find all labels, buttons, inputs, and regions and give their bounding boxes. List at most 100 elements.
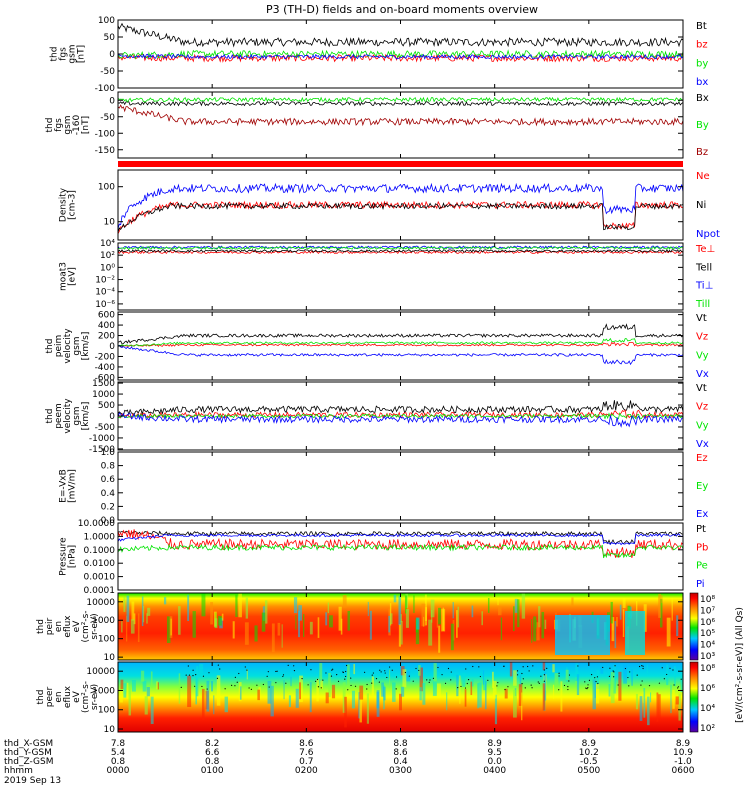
colorbar-tick-label: 10⁷ bbox=[700, 606, 715, 616]
spectrogram-dot bbox=[677, 687, 679, 689]
spectrogram-streak bbox=[293, 597, 298, 614]
spectrogram-streak bbox=[675, 696, 679, 705]
spectrogram-dot bbox=[540, 675, 542, 677]
spectrogram-streak bbox=[338, 606, 342, 631]
spectrogram-dot bbox=[202, 675, 205, 677]
spectrogram-dot bbox=[432, 677, 435, 679]
series-fgs-gsm-3 bbox=[117, 53, 684, 60]
spectrogram-dot bbox=[363, 671, 366, 673]
spectrogram-dot bbox=[602, 666, 604, 669]
spectrogram-dot bbox=[336, 673, 338, 676]
spectrogram-streak bbox=[513, 689, 517, 718]
series-fgs-gsm-160-0 bbox=[117, 100, 684, 107]
spectrogram-streak bbox=[216, 675, 221, 706]
y-tick-label: -1500 bbox=[89, 445, 115, 455]
y-axis-label: velocity bbox=[63, 398, 73, 434]
legend-entry: Ni bbox=[696, 200, 706, 211]
spectrogram-streak bbox=[658, 694, 661, 719]
spectrogram-dot bbox=[389, 666, 391, 668]
ephemeris-value: 0.0 bbox=[488, 757, 503, 767]
spectrogram-streak bbox=[575, 677, 578, 688]
spectrogram-streak bbox=[299, 682, 301, 700]
colorbar-tick-label: 10⁴ bbox=[700, 641, 715, 651]
spectrogram-streak bbox=[277, 622, 281, 636]
spectrogram-dot bbox=[354, 685, 357, 687]
spectrogram-streak bbox=[156, 681, 158, 690]
spectrogram-streak bbox=[575, 663, 578, 681]
spectrogram-streak bbox=[392, 682, 396, 702]
spectrogram-streak bbox=[639, 696, 643, 721]
spectrogram-streak bbox=[398, 595, 402, 625]
y-tick-label: 50 bbox=[104, 33, 116, 43]
spectrogram-streak bbox=[131, 680, 136, 692]
spectrogram-streak bbox=[351, 690, 356, 709]
ephemeris-value: 9.5 bbox=[488, 748, 502, 758]
spectrogram-dot bbox=[266, 675, 268, 677]
spectrogram-streak bbox=[424, 607, 428, 626]
y-tick-label: 10² bbox=[100, 251, 115, 261]
y-tick-label: 200 bbox=[98, 332, 115, 342]
spectrogram-dot bbox=[337, 680, 340, 683]
spectrogram-streak bbox=[239, 686, 242, 700]
legend-entry: by bbox=[696, 58, 708, 69]
ephemeris-row-label: hhmm bbox=[4, 766, 33, 776]
spectrogram-streak bbox=[647, 696, 650, 726]
y-tick-label: 1000 bbox=[92, 616, 115, 626]
ephemeris-value: 0200 bbox=[295, 766, 318, 776]
spectrogram-dot bbox=[444, 682, 447, 684]
spectrogram-dot bbox=[543, 674, 546, 676]
spectrogram-dot bbox=[395, 676, 398, 678]
spectrogram-dot bbox=[558, 672, 560, 674]
spectrogram-streak bbox=[126, 682, 129, 700]
y-tick-label: 0.6 bbox=[101, 475, 116, 485]
y-axis-label: gsm bbox=[72, 336, 82, 355]
colorbar-label: [eV/(cm²-s-sr-eV)] (All Qs) bbox=[735, 607, 745, 723]
spectrogram-streak bbox=[150, 696, 154, 724]
spectrogram-dot bbox=[487, 679, 489, 681]
spectrogram-streak bbox=[187, 675, 192, 708]
spectrogram-streak bbox=[670, 684, 672, 714]
y-tick-label: 100 bbox=[98, 183, 115, 193]
y-axis-label: [km/s] bbox=[81, 332, 91, 361]
spectrogram-streak bbox=[298, 610, 301, 638]
spectrogram-dot bbox=[344, 678, 346, 680]
y-axis-label: thd bbox=[36, 619, 46, 634]
y-tick-label: 0 bbox=[109, 342, 115, 352]
y-tick-label: 0.4 bbox=[101, 489, 116, 499]
legend-entry: Ez bbox=[696, 453, 708, 464]
spectrogram-dot bbox=[418, 669, 420, 672]
spectrogram-streak bbox=[270, 685, 274, 717]
colorbar-tick-label: 10⁴ bbox=[700, 704, 715, 714]
spectrogram-dot bbox=[234, 685, 236, 687]
spectrogram-dot bbox=[479, 675, 481, 678]
ephemeris-value: -0.5 bbox=[580, 757, 598, 767]
spectrogram-dot bbox=[331, 669, 333, 671]
spectrogram-dot bbox=[206, 688, 208, 690]
spectrogram-streak bbox=[457, 606, 460, 628]
ephemeris-value: 0600 bbox=[672, 766, 695, 776]
spectrogram-streak bbox=[428, 619, 433, 646]
spectrogram-dot bbox=[293, 670, 296, 672]
spectrogram-dot bbox=[408, 675, 410, 677]
legend-entry: Pb bbox=[696, 542, 708, 553]
spectrogram-streak bbox=[432, 681, 437, 696]
legend-entry: By bbox=[696, 120, 709, 131]
spectrogram-streak bbox=[344, 696, 347, 728]
spectrogram-streak bbox=[674, 666, 676, 687]
ephemeris-value: 8.9 bbox=[676, 739, 691, 749]
spectrogram-streak bbox=[302, 614, 305, 638]
spectrogram-dot bbox=[597, 682, 599, 685]
spectrogram-dot bbox=[669, 667, 671, 669]
panel-fgs-gsm-160: 0 -50 -100 -150 thd fgs gsm -160 [nT] Bx By Bz bbox=[45, 91, 709, 159]
y-tick-label: 10 bbox=[104, 218, 116, 228]
spectrogram-streak bbox=[512, 606, 515, 632]
ephemeris-value: 7.6 bbox=[299, 748, 314, 758]
spectrogram-dot bbox=[672, 669, 674, 671]
series-fgs-gsm-160-2 bbox=[117, 104, 684, 127]
y-axis-label: [nT] bbox=[77, 45, 87, 63]
y-tick-label: -100 bbox=[95, 84, 116, 94]
spectrogram-dot bbox=[543, 669, 545, 671]
spectrogram-dot bbox=[532, 665, 534, 667]
legend-entry: bx bbox=[696, 77, 708, 88]
spectrogram-streak bbox=[438, 607, 441, 625]
